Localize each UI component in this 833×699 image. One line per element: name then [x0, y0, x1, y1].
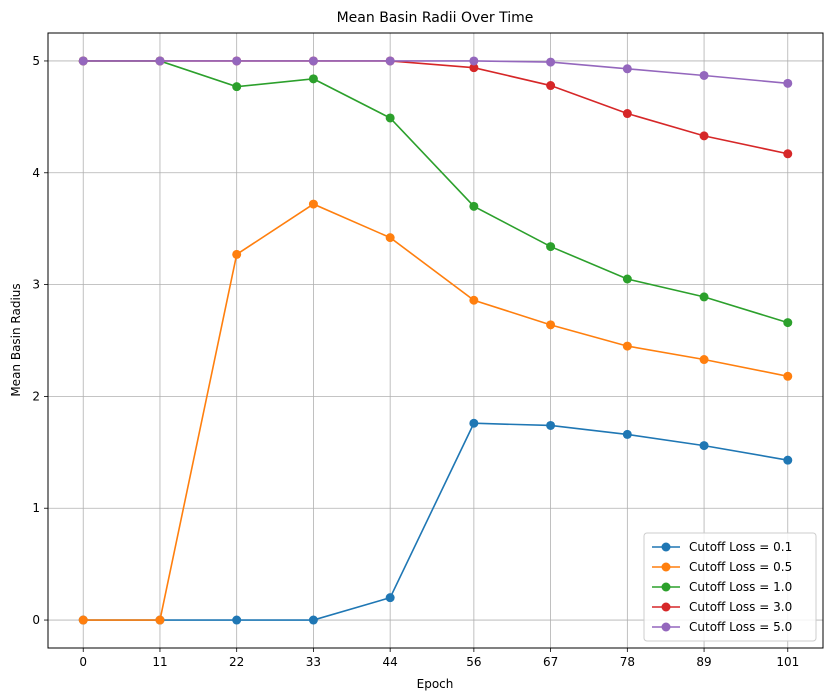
x-tick-label: 67	[543, 655, 558, 669]
x-axis-title: Epoch	[417, 677, 454, 691]
data-point	[699, 70, 709, 80]
data-point	[78, 56, 88, 66]
data-point	[308, 199, 318, 209]
y-tick-label: 0	[32, 613, 40, 627]
data-point	[385, 113, 395, 123]
data-point	[155, 56, 165, 66]
plot-frame	[47, 32, 824, 649]
series-3	[78, 56, 793, 328]
series-2	[78, 199, 793, 625]
data-point	[469, 56, 479, 66]
series-5	[78, 56, 793, 88]
legend-swatch-marker	[661, 602, 671, 612]
legend-item: Cutoff Loss = 5.0	[652, 620, 792, 634]
legend-item: Cutoff Loss = 1.0	[652, 580, 792, 594]
data-point	[232, 615, 242, 625]
data-point	[622, 274, 632, 284]
data-point	[699, 441, 709, 451]
y-axis-title: Mean Basin Radius	[9, 283, 23, 396]
data-point	[783, 455, 793, 465]
data-point	[308, 74, 318, 84]
legend-swatch-marker	[661, 562, 671, 572]
data-point	[622, 341, 632, 351]
data-point	[155, 615, 165, 625]
y-axis-ticks: 0 1 2 3 4 5	[32, 54, 48, 627]
x-tick-label: 78	[620, 655, 635, 669]
y-tick-label: 2	[32, 389, 40, 403]
data-point	[308, 56, 318, 66]
data-point	[699, 355, 709, 365]
x-tick-label: 0	[79, 655, 87, 669]
data-point	[699, 292, 709, 302]
data-point	[622, 64, 632, 74]
x-tick-label: 56	[466, 655, 481, 669]
data-point	[385, 233, 395, 243]
legend-label: Cutoff Loss = 1.0	[689, 580, 792, 594]
legend-item: Cutoff Loss = 0.5	[652, 560, 792, 574]
data-point	[546, 81, 556, 91]
series-line	[83, 60, 788, 85]
series-4	[78, 56, 793, 159]
x-axis-ticks: 0 11 22 33 44 56 67 78 89 101	[79, 648, 799, 669]
x-tick-label: 33	[306, 655, 321, 669]
data-point	[385, 593, 395, 603]
series-line	[83, 60, 789, 324]
data-point	[385, 56, 395, 66]
data-point	[699, 131, 709, 141]
legend-label: Cutoff Loss = 0.1	[689, 540, 792, 554]
x-tick-label: 22	[229, 655, 244, 669]
data-point	[308, 615, 318, 625]
y-tick-label: 5	[32, 54, 40, 68]
data-point	[232, 249, 242, 259]
legend-swatch-marker	[661, 622, 671, 632]
legend-swatch-marker	[661, 582, 671, 592]
legend: Cutoff Loss = 0.1 Cutoff Loss = 0.5 Cutoff…	[643, 532, 817, 642]
data-point	[469, 418, 479, 428]
data-point	[78, 615, 88, 625]
series-line	[83, 422, 788, 621]
legend-item: Cutoff Loss = 0.1	[652, 540, 792, 554]
y-tick-label: 1	[32, 501, 40, 515]
data-point	[783, 78, 793, 88]
data-point	[546, 420, 556, 430]
data-point	[546, 242, 556, 252]
legend-label: Cutoff Loss = 3.0	[689, 600, 792, 614]
data-point	[469, 295, 479, 305]
data-point	[783, 371, 793, 381]
data-point	[622, 429, 632, 439]
data-point	[232, 56, 242, 66]
data-point	[469, 63, 479, 73]
series-group	[78, 56, 793, 625]
x-tick-label: 101	[776, 655, 799, 669]
legend-label: Cutoff Loss = 0.5	[689, 560, 792, 574]
series-line	[83, 203, 788, 621]
series-line	[83, 60, 788, 155]
legend-item: Cutoff Loss = 3.0	[652, 600, 792, 614]
chart-title: Mean Basin Radii Over Time	[337, 10, 534, 26]
data-point	[622, 109, 632, 119]
legend-box	[643, 532, 817, 642]
legend-swatch-marker	[661, 542, 671, 552]
x-tick-label: 11	[152, 655, 167, 669]
x-tick-label: 89	[696, 655, 711, 669]
y-tick-label: 3	[32, 278, 40, 292]
data-point	[783, 149, 793, 159]
data-point	[783, 318, 793, 328]
data-point	[469, 201, 479, 211]
data-point	[232, 82, 242, 92]
data-point	[546, 57, 556, 67]
x-tick-label: 44	[383, 655, 398, 669]
data-point	[546, 320, 556, 330]
y-tick-label: 4	[32, 166, 40, 180]
legend-label: Cutoff Loss = 5.0	[689, 620, 792, 634]
